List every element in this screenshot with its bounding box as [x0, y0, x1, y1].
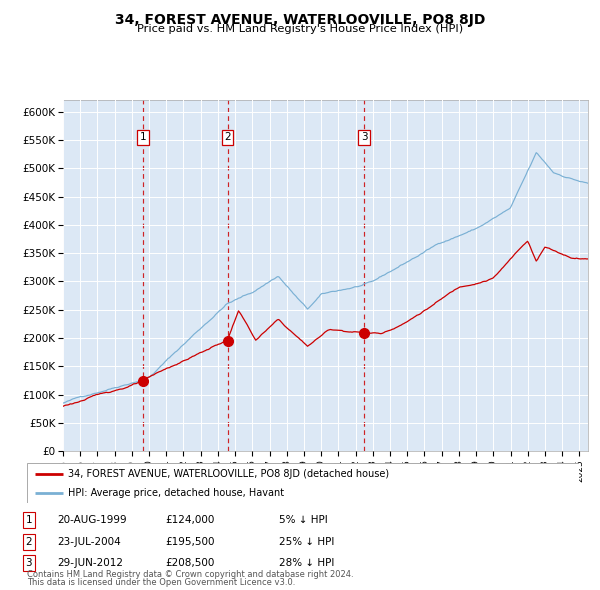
Text: 1: 1 [25, 516, 32, 525]
Text: £195,500: £195,500 [165, 537, 215, 546]
Text: 3: 3 [25, 558, 32, 568]
Text: 28% ↓ HPI: 28% ↓ HPI [279, 558, 334, 568]
Text: 20-AUG-1999: 20-AUG-1999 [57, 516, 127, 525]
Text: 23-JUL-2004: 23-JUL-2004 [57, 537, 121, 546]
Text: HPI: Average price, detached house, Havant: HPI: Average price, detached house, Hava… [68, 488, 284, 497]
Text: £124,000: £124,000 [165, 516, 214, 525]
Text: £208,500: £208,500 [165, 558, 214, 568]
Text: 5% ↓ HPI: 5% ↓ HPI [279, 516, 328, 525]
Text: 2: 2 [224, 132, 231, 142]
Text: 34, FOREST AVENUE, WATERLOOVILLE, PO8 8JD: 34, FOREST AVENUE, WATERLOOVILLE, PO8 8J… [115, 13, 485, 27]
Text: 3: 3 [361, 132, 367, 142]
Text: This data is licensed under the Open Government Licence v3.0.: This data is licensed under the Open Gov… [27, 578, 295, 587]
Text: Contains HM Land Registry data © Crown copyright and database right 2024.: Contains HM Land Registry data © Crown c… [27, 571, 353, 579]
Text: 2: 2 [25, 537, 32, 546]
Text: 1: 1 [140, 132, 146, 142]
Text: Price paid vs. HM Land Registry's House Price Index (HPI): Price paid vs. HM Land Registry's House … [137, 24, 463, 34]
Text: 25% ↓ HPI: 25% ↓ HPI [279, 537, 334, 546]
Text: 29-JUN-2012: 29-JUN-2012 [57, 558, 123, 568]
Text: 34, FOREST AVENUE, WATERLOOVILLE, PO8 8JD (detached house): 34, FOREST AVENUE, WATERLOOVILLE, PO8 8J… [68, 469, 389, 479]
